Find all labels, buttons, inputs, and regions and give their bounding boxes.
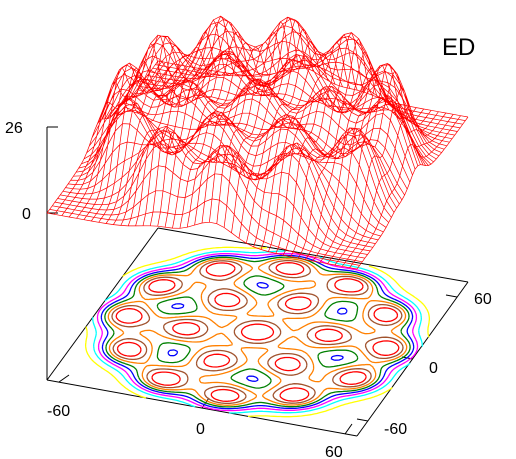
contour-map bbox=[84, 246, 431, 418]
x-tick-label-left: -60 bbox=[47, 403, 70, 420]
base-edge-back-right bbox=[157, 227, 469, 283]
contour-level-4 bbox=[100, 254, 415, 410]
y-tick-bottom bbox=[356, 418, 369, 422]
x-tick-label-mid: 0 bbox=[196, 421, 205, 438]
contour-level-2 bbox=[92, 250, 423, 414]
chart-title: ED bbox=[442, 34, 475, 61]
contour-level-3 bbox=[96, 252, 419, 412]
contour-level-8 bbox=[115, 262, 400, 402]
base-frame bbox=[46, 127, 469, 437]
x-tick-label-right: 60 bbox=[325, 444, 343, 459]
contour-level-1 bbox=[84, 246, 431, 418]
y-tick-label-bottom: -60 bbox=[384, 421, 407, 438]
z-tick-label-zero: 0 bbox=[22, 206, 31, 223]
surface-mesh bbox=[46, 15, 469, 270]
contour-level-7 bbox=[111, 259, 404, 405]
y-tick-label-mid: 0 bbox=[429, 360, 438, 377]
base-edge-back-left bbox=[46, 227, 159, 381]
contour-level-6 bbox=[107, 258, 408, 406]
z-tick-label-top: 26 bbox=[5, 120, 23, 137]
contour-level-5 bbox=[104, 256, 411, 408]
y-tick-label-top: 60 bbox=[474, 291, 492, 308]
x-tick-left bbox=[58, 374, 70, 383]
surface-wireframe bbox=[46, 15, 469, 270]
x-tick-right bbox=[344, 423, 353, 435]
y-tick-top bbox=[445, 294, 458, 298]
